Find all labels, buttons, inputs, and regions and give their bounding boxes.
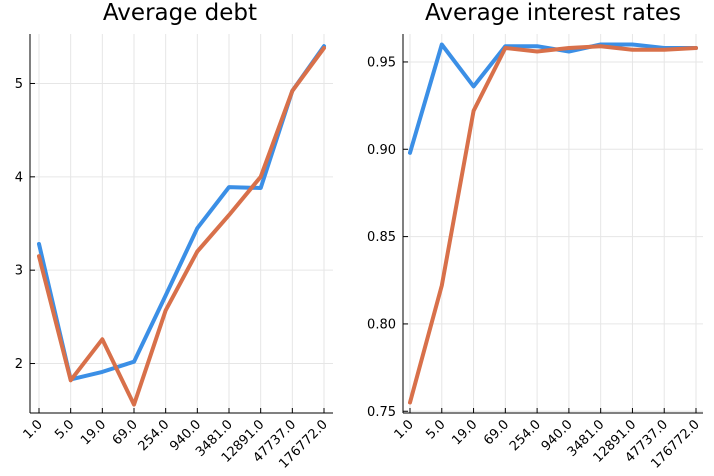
y-tick-label: 4 [15, 170, 23, 185]
series-line-2 [408, 44, 698, 405]
x-tick-label: 19.0 [78, 417, 109, 448]
series-line-1 [37, 44, 326, 382]
y-tick-label: 2 [15, 357, 23, 372]
y-tick-label: 5 [15, 77, 23, 92]
chart-title-debt: Average debt [103, 0, 257, 26]
chart-title-interest-rates: Average interest rates [425, 0, 681, 26]
series-line-2 [37, 46, 326, 407]
x-tick-label: 5.0 [52, 417, 77, 442]
x-tick-label: 5.0 [423, 417, 448, 442]
panel-average-interest-rates: Average interest rates 0.75 0.80 0.85 0.90 0… [367, 0, 703, 472]
y-tick-label: 0.95 [367, 55, 396, 70]
y-tick-label: 3 [15, 264, 23, 279]
y-tick-label: 0.90 [367, 143, 396, 158]
y-tick-label: 0.80 [367, 317, 396, 332]
x-tick-label: 19.0 [449, 417, 480, 448]
x-tick-label: 254.0 [507, 417, 544, 454]
x-tick-label: 1.0 [21, 417, 46, 442]
y-tick-label: 0.75 [367, 405, 396, 420]
series-line-1 [408, 42, 698, 155]
x-tick-label: 254.0 [136, 417, 173, 454]
x-tick-label: 1.0 [392, 417, 417, 442]
y-tick-label: 0.85 [367, 230, 396, 245]
